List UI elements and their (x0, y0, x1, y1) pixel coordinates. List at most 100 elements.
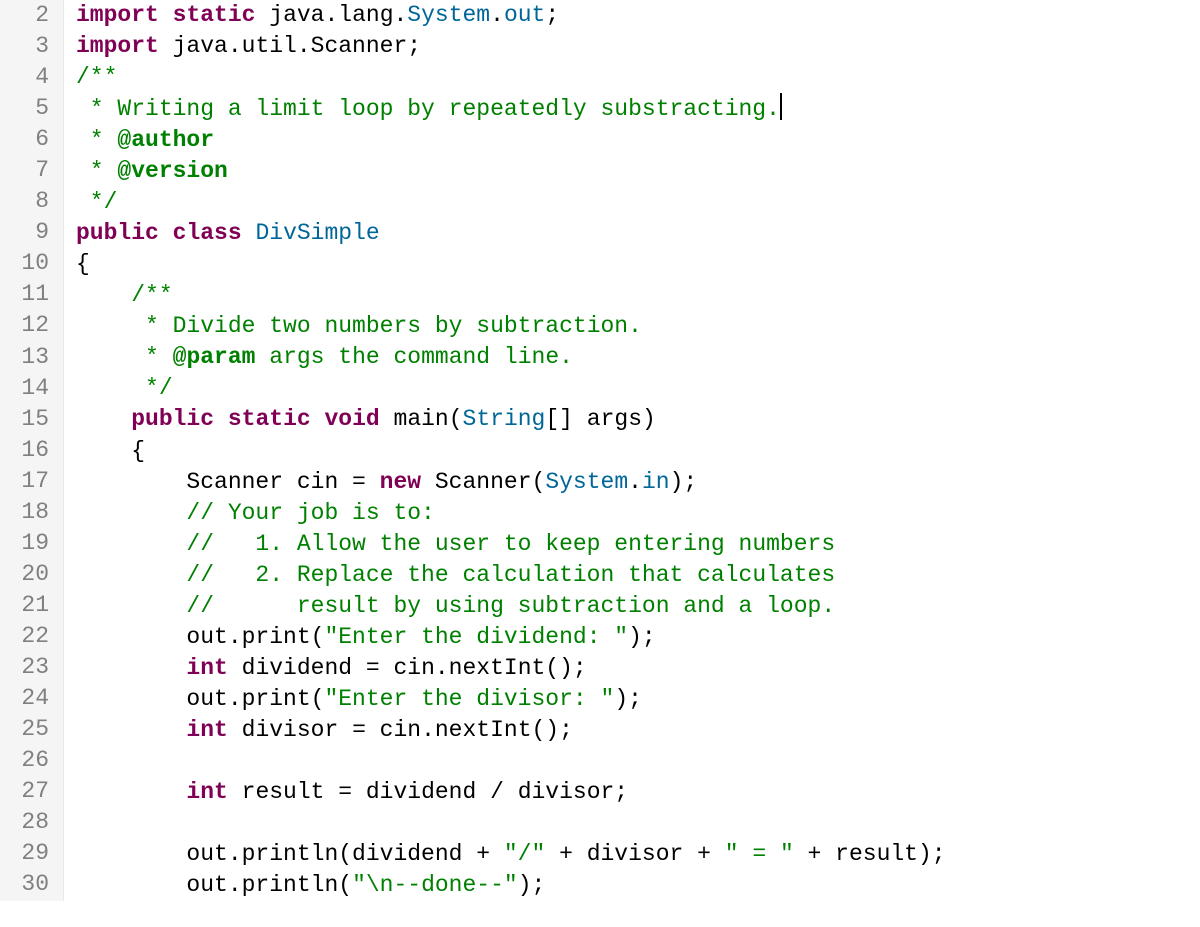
token-kw: int (186, 717, 227, 743)
code-line[interactable]: Scanner cin = new Scanner(System.in); (76, 467, 1200, 498)
token-str: "\n--done--" (352, 872, 518, 898)
code-line[interactable]: // result by using subtraction and a loo… (76, 591, 1200, 622)
code-line[interactable]: out.println("\n--done--"); (76, 870, 1200, 901)
code-line[interactable]: { (76, 436, 1200, 467)
token-str: "Enter the divisor: " (324, 686, 614, 712)
token-comment: // 2. Replace the calculation that calcu… (186, 562, 835, 588)
line-number: 6 (0, 124, 49, 155)
line-number: 9 (0, 217, 49, 248)
token-kw: int (186, 655, 227, 681)
text-cursor (780, 93, 782, 119)
code-line[interactable]: int result = dividend / divisor; (76, 777, 1200, 808)
code-line[interactable]: // 2. Replace the calculation that calcu… (76, 560, 1200, 591)
line-number: 24 (0, 683, 49, 714)
code-line[interactable]: */ (76, 373, 1200, 404)
token-doctag: @version (117, 158, 227, 184)
code-line[interactable]: out.println(dividend + "/" + divisor + "… (76, 839, 1200, 870)
code-line[interactable]: * @version (76, 156, 1200, 187)
line-number: 10 (0, 248, 49, 279)
code-line[interactable]: int dividend = cin.nextInt(); (76, 653, 1200, 684)
token-kw: void (325, 406, 380, 432)
code-editor[interactable]: 2345678910111213141516171819202122232425… (0, 0, 1200, 901)
token-kw: import (76, 33, 159, 59)
token-cls: out (504, 2, 545, 28)
line-number: 27 (0, 776, 49, 807)
line-number: 20 (0, 559, 49, 590)
line-number: 28 (0, 807, 49, 838)
token-kw: static (173, 2, 256, 28)
code-line[interactable]: // 1. Allow the user to keep entering nu… (76, 529, 1200, 560)
token-comment: // result by using subtraction and a loo… (186, 593, 835, 619)
token-doccomment: * Divide two numbers by subtraction. (131, 313, 642, 339)
line-number: 30 (0, 869, 49, 900)
token-doccomment: /** (76, 64, 117, 90)
token-comment: // 1. Allow the user to keep entering nu… (186, 531, 835, 557)
line-number: 26 (0, 745, 49, 776)
line-number: 13 (0, 342, 49, 373)
line-number: 18 (0, 497, 49, 528)
line-number: 7 (0, 155, 49, 186)
line-number: 19 (0, 528, 49, 559)
token-cls: System (545, 469, 628, 495)
token-str: "Enter the dividend: " (324, 624, 628, 650)
line-number: 25 (0, 714, 49, 745)
code-line[interactable]: /** (76, 62, 1200, 93)
token-kw: int (186, 779, 227, 805)
code-line[interactable]: out.print("Enter the divisor: "); (76, 684, 1200, 715)
token-kw: static (228, 406, 311, 432)
token-doctag: @author (117, 127, 214, 153)
line-number: 16 (0, 435, 49, 466)
token-cls: DivSimple (255, 220, 379, 246)
line-number: 17 (0, 466, 49, 497)
code-line[interactable]: public static void main(String[] args) (76, 404, 1200, 435)
token-doccomment: */ (76, 189, 117, 215)
token-comment: // Your job is to: (186, 500, 434, 526)
code-line[interactable]: * Writing a limit loop by repeatedly sub… (76, 93, 1200, 125)
token-doccomment: args the command line. (255, 344, 572, 370)
line-number: 29 (0, 838, 49, 869)
line-number: 11 (0, 279, 49, 310)
code-line[interactable]: * Divide two numbers by subtraction. (76, 311, 1200, 342)
code-line[interactable]: * @param args the command line. (76, 342, 1200, 373)
token-kw: import (76, 2, 159, 28)
token-kw: public (76, 220, 159, 246)
token-doccomment: /** (131, 282, 172, 308)
token-cls: System (407, 2, 490, 28)
line-number: 12 (0, 310, 49, 341)
line-number-gutter: 2345678910111213141516171819202122232425… (0, 0, 64, 901)
line-number: 21 (0, 590, 49, 621)
line-number: 2 (0, 0, 49, 31)
code-line[interactable]: * @author (76, 125, 1200, 156)
token-doctag: @param (173, 344, 256, 370)
code-line[interactable]: public class DivSimple (76, 218, 1200, 249)
code-line[interactable]: import static java.lang.System.out; (76, 0, 1200, 31)
code-line[interactable]: // Your job is to: (76, 498, 1200, 529)
line-number: 14 (0, 373, 49, 404)
token-kw: class (173, 220, 242, 246)
token-doccomment: * (76, 127, 117, 153)
code-area[interactable]: import static java.lang.System.out;impor… (64, 0, 1200, 901)
line-number: 22 (0, 621, 49, 652)
code-line[interactable] (76, 808, 1200, 839)
code-line[interactable]: */ (76, 187, 1200, 218)
line-number: 23 (0, 652, 49, 683)
code-line[interactable]: { (76, 249, 1200, 280)
token-kw: new (380, 469, 421, 495)
code-line[interactable]: int divisor = cin.nextInt(); (76, 715, 1200, 746)
token-doccomment: */ (131, 375, 172, 401)
code-line[interactable] (76, 746, 1200, 777)
code-line[interactable]: /** (76, 280, 1200, 311)
token-doccomment: * (76, 158, 117, 184)
token-doccomment: * Writing a limit loop by repeatedly sub… (76, 96, 780, 122)
code-line[interactable]: out.print("Enter the dividend: "); (76, 622, 1200, 653)
token-str: " = " (725, 841, 794, 867)
token-kw: public (131, 406, 214, 432)
token-doccomment: * (131, 344, 172, 370)
line-number: 15 (0, 404, 49, 435)
token-cls: in (642, 469, 670, 495)
line-number: 4 (0, 62, 49, 93)
token-cls: String (463, 406, 546, 432)
line-number: 3 (0, 31, 49, 62)
code-line[interactable]: import java.util.Scanner; (76, 31, 1200, 62)
line-number: 5 (0, 93, 49, 124)
